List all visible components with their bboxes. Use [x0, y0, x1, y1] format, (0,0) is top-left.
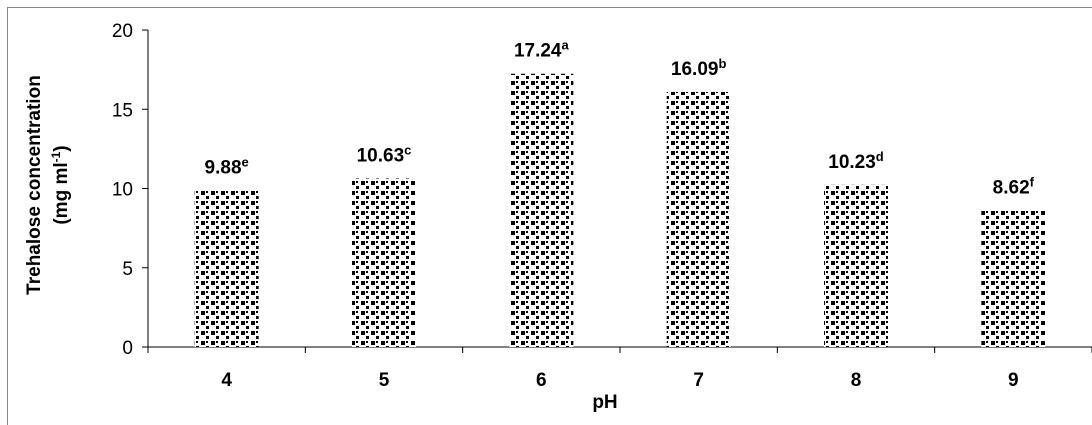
x-axis-title: pH	[592, 392, 617, 413]
x-tick-label: 6	[536, 370, 547, 391]
y-tick-label: 10	[112, 180, 133, 201]
y-axis-title: Trehalose concentration (mg ml-1)	[24, 75, 72, 295]
data-label: 16.09b	[671, 56, 727, 80]
x-tick-label: 8	[851, 370, 862, 391]
bar	[981, 210, 1046, 347]
bar	[824, 184, 888, 347]
x-tick-label: 4	[221, 370, 232, 391]
y-tick-label: 20	[112, 21, 133, 42]
y-axis-title-line2: (mg ml-1)	[49, 145, 72, 224]
x-tick-label: 5	[379, 370, 390, 391]
y-tick-label: 0	[122, 338, 133, 359]
bar	[509, 73, 574, 347]
data-labels: 9.88e 10.63c 17.24a 16.09b 10.23d 8.62f	[205, 38, 1035, 199]
x-tick-label: 7	[693, 370, 704, 391]
chart-frame	[7, 7, 1092, 425]
bars	[194, 73, 1046, 347]
data-label: 10.63c	[357, 143, 412, 167]
data-label: 10.23d	[828, 149, 884, 173]
y-tick-label: 5	[122, 259, 133, 280]
data-label: 17.24a	[514, 38, 570, 62]
data-label: 9.88e	[205, 154, 249, 178]
bar	[194, 190, 259, 347]
x-tick-label: 9	[1008, 370, 1019, 391]
y-axis-title-line1: Trehalose concentration	[24, 75, 45, 295]
bar	[352, 178, 416, 347]
data-label: 8.62f	[993, 174, 1035, 198]
axes: 0 5 10 15 20 4 5 6 7 8 9	[112, 21, 1092, 391]
bar	[666, 91, 731, 347]
y-tick-label: 15	[112, 100, 133, 121]
